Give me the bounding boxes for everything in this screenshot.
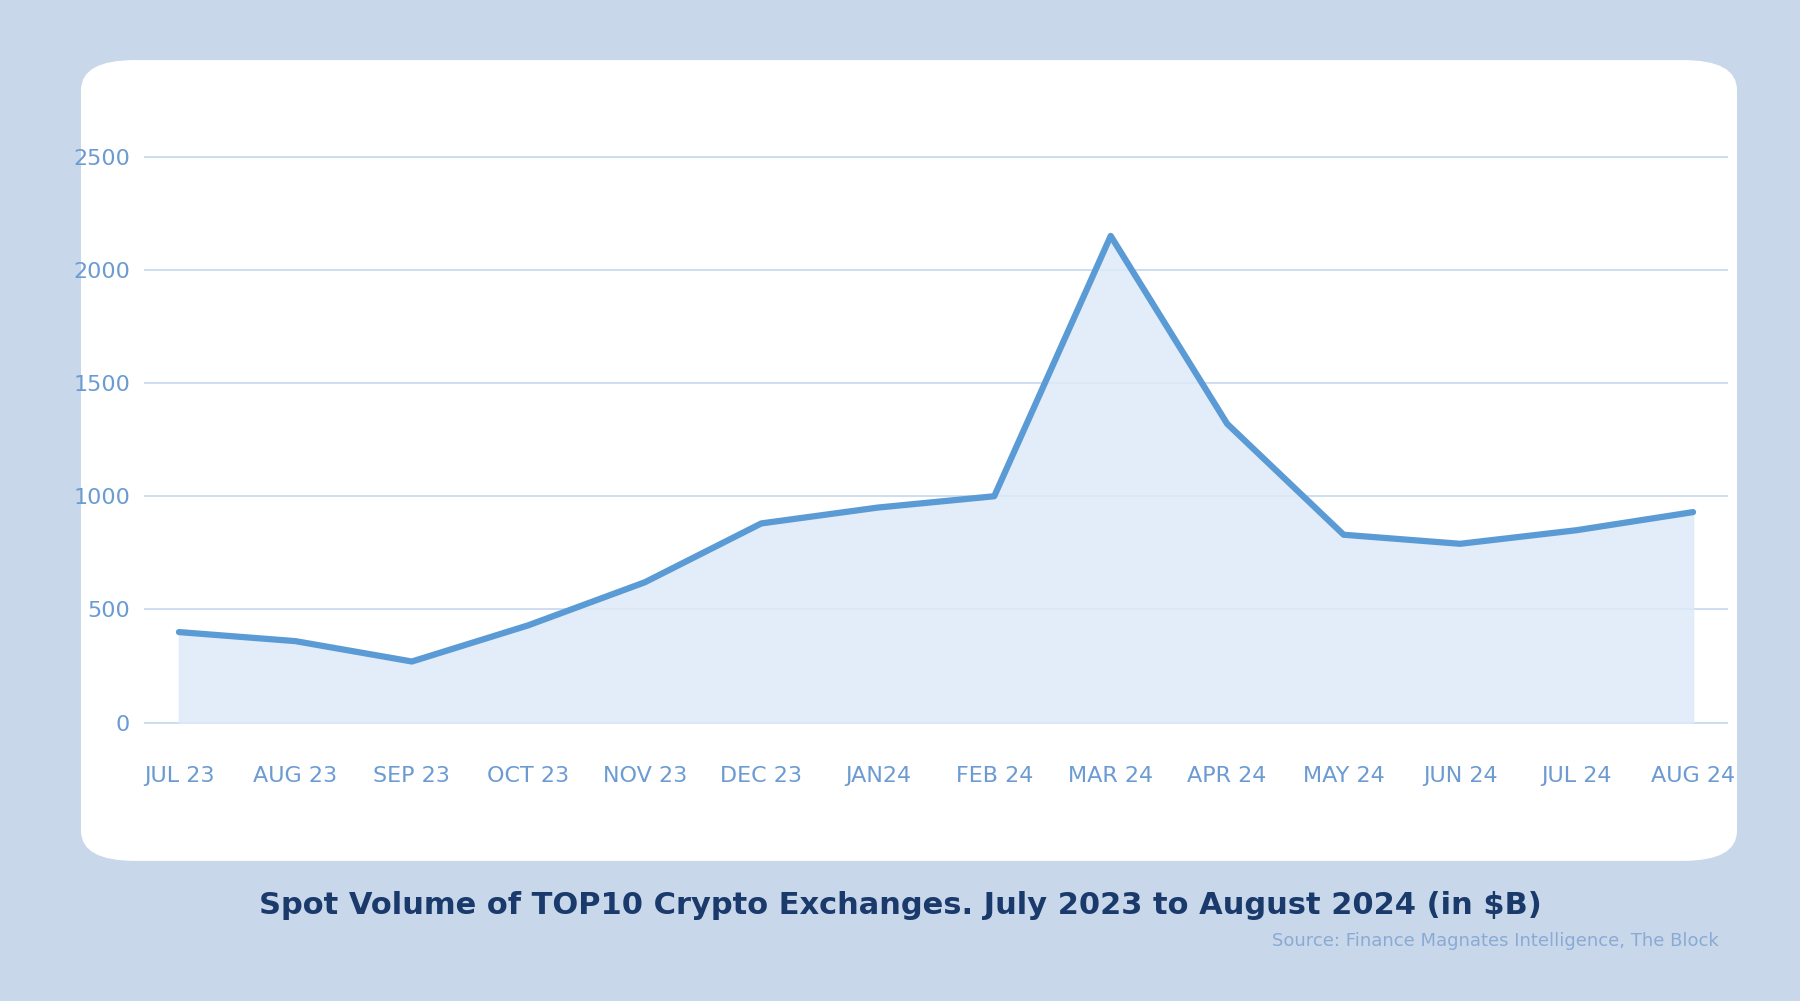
- Text: Spot Volume of TOP10 Crypto Exchanges. July 2023 to August 2024 (in $B): Spot Volume of TOP10 Crypto Exchanges. J…: [259, 892, 1541, 920]
- Text: Source: Finance Magnates Intelligence, The Block: Source: Finance Magnates Intelligence, T…: [1273, 932, 1719, 950]
